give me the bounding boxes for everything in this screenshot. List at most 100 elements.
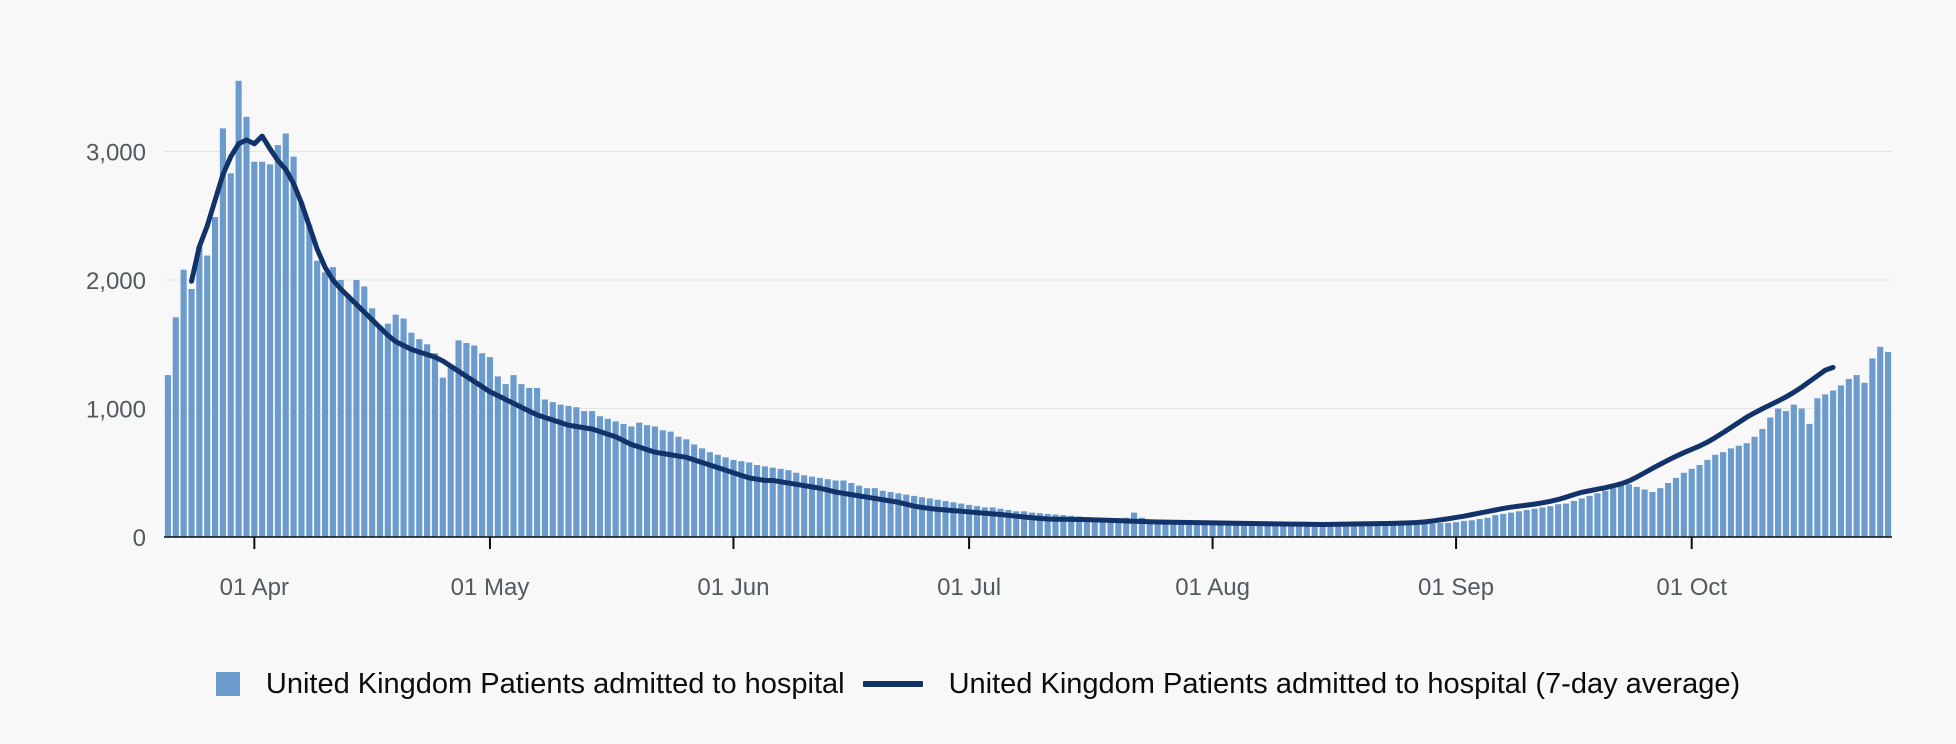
bar	[345, 295, 352, 537]
bar	[1437, 523, 1444, 537]
bar	[400, 318, 407, 537]
bar	[1248, 523, 1255, 537]
bar	[565, 405, 572, 537]
bar	[604, 418, 611, 537]
bar	[581, 411, 588, 537]
bar	[1720, 452, 1727, 537]
bar	[620, 423, 627, 537]
legend: United Kingdom Patients admitted to hosp…	[0, 660, 1956, 708]
bar	[259, 161, 266, 537]
bar	[1185, 521, 1193, 537]
bar	[675, 436, 682, 537]
bar	[1712, 454, 1719, 537]
bar	[1398, 524, 1405, 537]
bar	[683, 439, 690, 537]
bar	[1672, 477, 1680, 537]
bar	[981, 507, 988, 537]
bar	[1562, 503, 1570, 537]
bar	[557, 404, 564, 537]
bar	[895, 493, 902, 537]
x-tick-label: 01 Oct	[1656, 574, 1727, 601]
bar	[1555, 504, 1562, 537]
bar	[392, 314, 399, 537]
bar	[989, 507, 996, 537]
bar	[1735, 445, 1742, 537]
bar	[463, 342, 470, 537]
x-axis: 01 Apr 01 May 01 Jun 01 Jul 01 Aug 01 Sep 01 O…	[220, 537, 1727, 601]
bar	[1539, 507, 1546, 537]
bar	[777, 468, 784, 537]
bar	[314, 260, 321, 537]
bar	[863, 488, 871, 537]
bar	[1335, 524, 1342, 537]
bar	[211, 217, 219, 537]
bar	[1775, 408, 1782, 537]
x-tick-label: 01 May	[451, 574, 530, 601]
bar	[1523, 510, 1530, 537]
y-tick-label: 0	[133, 525, 146, 552]
bar	[573, 407, 580, 537]
chart: 0 1,000 2,000 3,000 01 Apr 01 May 01 Jun 01 Ju…	[86, 80, 1892, 601]
bar	[274, 145, 281, 537]
bar	[1547, 506, 1554, 537]
bar	[636, 422, 643, 537]
bar	[903, 494, 910, 537]
y-tick-label: 3,000	[86, 140, 146, 167]
bar	[1374, 524, 1381, 537]
bar	[235, 80, 242, 537]
bar	[1751, 436, 1758, 537]
y-axis: 0 1,000 2,000 3,000	[86, 140, 146, 553]
bar	[447, 364, 454, 537]
bar	[1272, 523, 1279, 537]
bar	[1217, 522, 1224, 537]
bar	[1240, 523, 1248, 537]
bar	[384, 323, 391, 537]
bar	[1060, 515, 1067, 537]
bar	[1445, 522, 1452, 537]
bar	[942, 501, 949, 537]
bar	[659, 430, 666, 537]
bar	[416, 339, 423, 537]
bar	[643, 425, 651, 537]
bar	[1382, 524, 1389, 537]
average-line	[188, 133, 1836, 528]
bar	[1641, 489, 1648, 537]
bar	[1091, 517, 1098, 537]
bar	[1138, 517, 1145, 537]
bar	[1453, 522, 1460, 537]
bar	[298, 202, 305, 537]
bar	[1507, 512, 1515, 537]
bar	[1358, 525, 1365, 537]
bar	[1837, 385, 1845, 537]
bar	[1468, 520, 1475, 537]
bar	[589, 411, 596, 537]
bar	[1586, 495, 1593, 537]
bar	[1782, 411, 1790, 537]
bar	[1413, 523, 1420, 537]
bar	[329, 267, 336, 537]
bar	[1492, 515, 1499, 537]
bar	[1036, 513, 1043, 537]
bar	[361, 286, 368, 537]
bar	[1115, 518, 1122, 537]
bar	[471, 345, 478, 537]
bar	[730, 459, 737, 537]
bar	[1123, 517, 1130, 537]
bar	[1602, 490, 1609, 537]
bar	[1476, 519, 1483, 537]
bar	[1319, 524, 1326, 537]
bar	[1625, 484, 1632, 537]
bar	[376, 326, 384, 537]
bar	[502, 384, 509, 537]
bar	[1013, 511, 1020, 537]
bar	[494, 376, 501, 538]
bar	[1727, 448, 1735, 537]
bar	[856, 485, 863, 537]
bar	[518, 384, 525, 537]
legend-item-admissions: United Kingdom Patients admitted to hosp…	[215, 668, 845, 701]
bar	[1578, 498, 1585, 537]
gridlines	[164, 151, 1892, 409]
bar	[188, 289, 195, 537]
bar	[1005, 510, 1012, 537]
bar	[1649, 492, 1656, 537]
